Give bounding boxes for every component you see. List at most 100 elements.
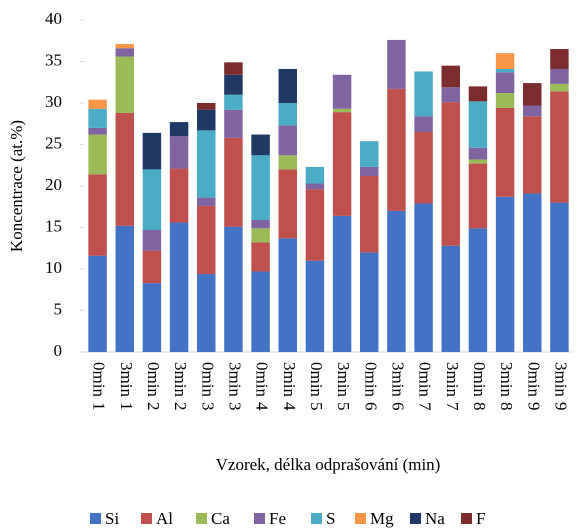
legend-label: Si <box>105 509 119 528</box>
y-tick-label: 5 <box>54 299 63 318</box>
bar-segment <box>550 202 569 352</box>
y-tick-label: 35 <box>45 50 62 69</box>
bar-segment <box>197 205 216 274</box>
bar-segment <box>197 103 216 110</box>
y-tick-label: 25 <box>45 133 62 152</box>
y-tick-label: 20 <box>45 175 62 194</box>
bar-segment <box>495 53 515 69</box>
bar-segment <box>251 155 270 221</box>
x-group-label: 4 <box>253 402 272 411</box>
legend-label: Mg <box>370 509 394 528</box>
bar-segment <box>332 108 352 113</box>
bar-segment <box>550 83 569 92</box>
bar-segment <box>523 193 542 352</box>
x-group-label: 1 <box>90 402 109 411</box>
bar-segment <box>115 48 134 57</box>
x-tick-label: 0min <box>307 362 326 397</box>
bar-segment <box>224 109 243 138</box>
bar-segment <box>278 169 297 239</box>
x-group-label: 7 <box>443 402 462 411</box>
bar-segment <box>414 71 433 117</box>
bar-segment <box>251 271 270 352</box>
x-group-label: 8 <box>497 402 516 411</box>
bar-segment <box>88 108 107 128</box>
y-tick-label: 40 <box>45 9 62 28</box>
y-axis-title: Koncentrace (at.%) <box>7 120 26 252</box>
y-tick-label: 15 <box>45 216 62 235</box>
bar-segment <box>224 226 243 352</box>
bar-segment <box>468 147 488 160</box>
bar-segment <box>414 132 433 204</box>
legend-label: F <box>476 509 485 528</box>
x-tick-label: 3min <box>334 362 353 397</box>
x-group-label: 5 <box>307 402 326 411</box>
x-group-label: 9 <box>552 402 571 411</box>
x-tick-label: 3min <box>552 362 571 397</box>
bar-segment <box>414 203 433 352</box>
y-tick-label: 0 <box>54 341 63 360</box>
bar-segment <box>251 134 270 156</box>
bar-segment <box>169 122 189 137</box>
bar-segment <box>278 238 297 352</box>
bar-segment <box>414 116 433 133</box>
legend-swatch <box>311 513 322 524</box>
bar-segment <box>387 210 406 352</box>
bar-segment <box>224 62 243 75</box>
bar-segment <box>332 112 352 216</box>
x-group-label: 6 <box>361 402 380 411</box>
legend-label: Al <box>156 509 173 528</box>
x-tick-label: 0min <box>416 362 435 397</box>
bar-segment <box>468 228 488 352</box>
bar-segment <box>523 116 542 194</box>
bar-segment <box>550 91 569 203</box>
bar-segment <box>88 134 107 175</box>
bar-segment <box>332 215 352 352</box>
bar-segment <box>468 101 488 148</box>
x-tick-label: 3min <box>389 362 408 397</box>
bar-segment <box>495 72 515 94</box>
legend-swatch <box>410 513 421 524</box>
bar-segment <box>441 102 460 246</box>
y-tick-label: 10 <box>45 258 62 277</box>
bar-segment <box>251 242 270 272</box>
x-tick-label: 0min <box>253 362 272 397</box>
bar-segment <box>468 163 488 229</box>
bar-segment <box>115 225 134 352</box>
bar-segment <box>88 127 107 135</box>
bar-segment <box>523 105 542 117</box>
x-tick-label: 3min <box>280 362 299 397</box>
bar-segment <box>360 141 379 167</box>
x-group-label: 1 <box>117 402 136 411</box>
x-group-label: 2 <box>144 402 163 411</box>
x-tick-label: 3min <box>226 362 245 397</box>
bar-segment <box>169 168 189 223</box>
bar-segment <box>495 107 515 197</box>
bar-segment <box>305 260 325 352</box>
x-group-label: 4 <box>280 402 299 411</box>
bar-segment <box>197 109 216 131</box>
x-group-label: 8 <box>470 402 489 411</box>
bar-segment <box>115 44 134 49</box>
legend-label: Na <box>425 509 445 528</box>
bar-segment <box>441 245 460 352</box>
x-axis-title: Vzorek, délka odprašování (min) <box>216 455 441 474</box>
bar-segment <box>88 255 107 352</box>
bar-segment <box>305 189 325 261</box>
legend-swatch <box>90 513 101 524</box>
legend-swatch <box>196 513 207 524</box>
bar-segment <box>550 49 569 69</box>
bar-segment <box>169 136 189 169</box>
x-tick-label: 0min <box>470 362 489 397</box>
bar-segment <box>197 197 216 206</box>
bar-segment <box>360 166 379 177</box>
bar-segment <box>332 74 352 109</box>
bar-segment <box>224 137 243 227</box>
bar-segment <box>495 196 515 352</box>
x-group-label: 2 <box>171 402 190 411</box>
x-tick-label: 0min <box>198 362 217 397</box>
x-group-label: 7 <box>416 402 435 411</box>
x-tick-label: 0min <box>361 362 380 397</box>
x-tick-label: 3min <box>443 362 462 397</box>
bar-segment <box>305 183 325 190</box>
